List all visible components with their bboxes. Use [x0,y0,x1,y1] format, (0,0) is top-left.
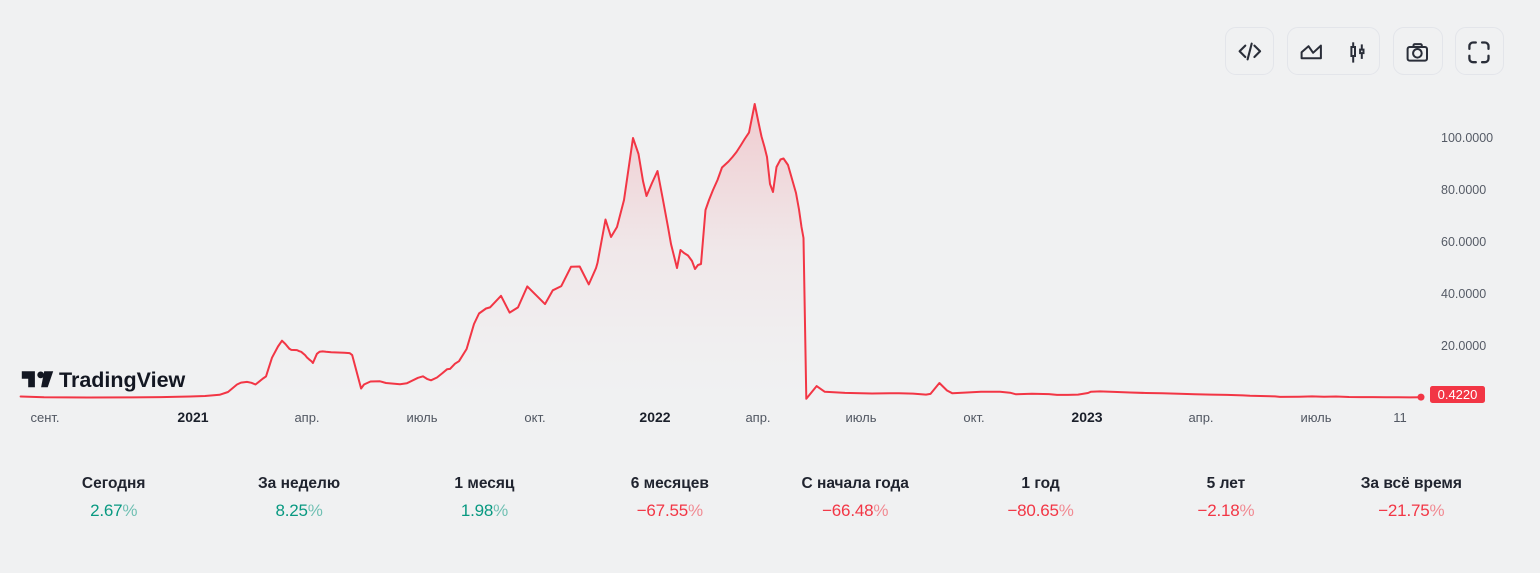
svg-text:TradingView: TradingView [59,368,186,392]
